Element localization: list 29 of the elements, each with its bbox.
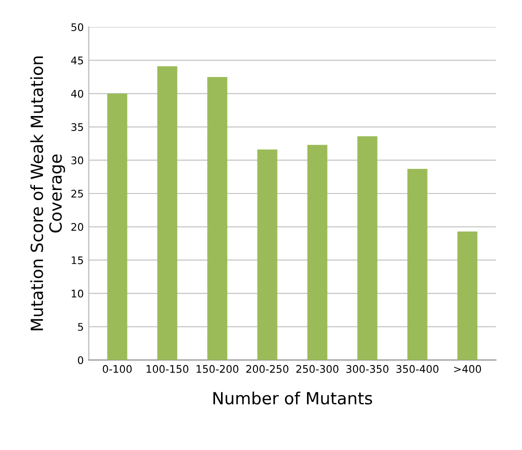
x-axis-title: Number of Mutants — [213, 392, 372, 405]
x-tick-label: >400 — [454, 365, 481, 373]
x-tick-label: 150-200 — [196, 365, 238, 373]
bar — [157, 66, 178, 360]
bar — [307, 144, 328, 360]
y-axis-title: Mutation Score of Weak Mutation Coverage — [30, 56, 66, 330]
x-tick-label: 200-250 — [246, 365, 288, 373]
y-tick-label: 40 — [71, 90, 84, 98]
bar — [257, 150, 278, 360]
bar — [107, 94, 128, 360]
x-tick-label: 250-300 — [296, 365, 338, 373]
y-tick-label: 50 — [71, 23, 84, 32]
y-tick-label: 20 — [71, 223, 84, 231]
x-tick-label: 300-350 — [346, 365, 388, 373]
y-tick-label: 25 — [71, 190, 83, 198]
y-tick-label: 45 — [71, 56, 83, 64]
x-tick-label: 0-100 — [102, 365, 132, 373]
y-tick-label: 10 — [72, 290, 84, 298]
y-tick-label: 35 — [71, 123, 83, 132]
y-tick-label: 0 — [78, 356, 84, 364]
x-tick-label: 350-400 — [396, 365, 438, 373]
bar — [357, 136, 378, 360]
x-tick-label: 100-150 — [146, 365, 188, 373]
y-tick-label: 15 — [72, 256, 83, 264]
bar — [457, 231, 478, 360]
bar — [407, 168, 428, 360]
y-tick-label: 30 — [71, 156, 84, 164]
y-tick-label: 5 — [78, 323, 83, 331]
bar — [207, 76, 228, 360]
